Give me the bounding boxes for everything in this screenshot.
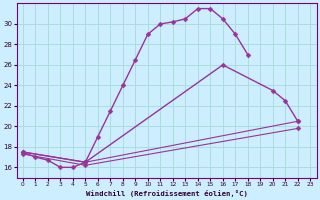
X-axis label: Windchill (Refroidissement éolien,°C): Windchill (Refroidissement éolien,°C)	[86, 190, 248, 197]
